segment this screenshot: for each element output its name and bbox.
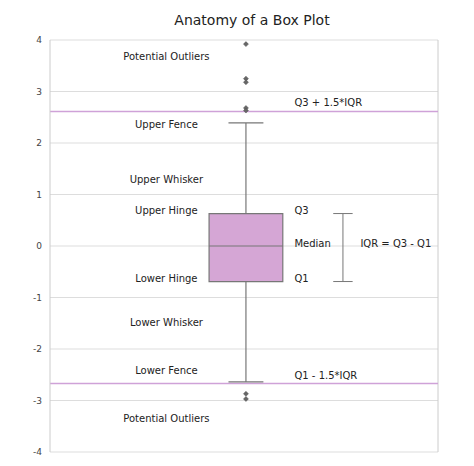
svg-text:-1: -1 bbox=[33, 293, 42, 303]
svg-text:Potential Outliers: Potential Outliers bbox=[123, 413, 209, 424]
svg-text:Upper Hinge: Upper Hinge bbox=[135, 205, 198, 216]
svg-text:Q3 + 1.5*IQR: Q3 + 1.5*IQR bbox=[294, 97, 362, 108]
svg-text:-3: -3 bbox=[33, 396, 42, 406]
svg-text:Lower Fence: Lower Fence bbox=[135, 365, 197, 376]
svg-text:Q3: Q3 bbox=[294, 205, 308, 216]
svg-text:-4: -4 bbox=[33, 447, 42, 457]
svg-text:Upper Fence: Upper Fence bbox=[135, 119, 198, 130]
svg-text:3: 3 bbox=[36, 87, 42, 97]
svg-text:Lower Whisker: Lower Whisker bbox=[130, 317, 204, 328]
svg-text:4: 4 bbox=[36, 35, 42, 45]
svg-text:-2: -2 bbox=[33, 344, 42, 354]
svg-text:Upper Whisker: Upper Whisker bbox=[130, 174, 204, 185]
svg-text:IQR = Q3 - Q1: IQR = Q3 - Q1 bbox=[360, 238, 431, 249]
svg-text:0: 0 bbox=[36, 241, 42, 251]
svg-text:Potential Outliers: Potential Outliers bbox=[123, 51, 209, 62]
html-text:Anatomy of a Box Plot: Anatomy of a Box Plot bbox=[174, 12, 330, 28]
svg-text:Q1: Q1 bbox=[294, 273, 308, 284]
svg-text:2: 2 bbox=[36, 138, 42, 148]
svg-text:Q1 - 1.5*IQR: Q1 - 1.5*IQR bbox=[294, 370, 357, 381]
svg-text:Median: Median bbox=[294, 238, 330, 249]
svg-text:1: 1 bbox=[36, 190, 42, 200]
svg-text:Lower Hinge: Lower Hinge bbox=[135, 273, 197, 284]
